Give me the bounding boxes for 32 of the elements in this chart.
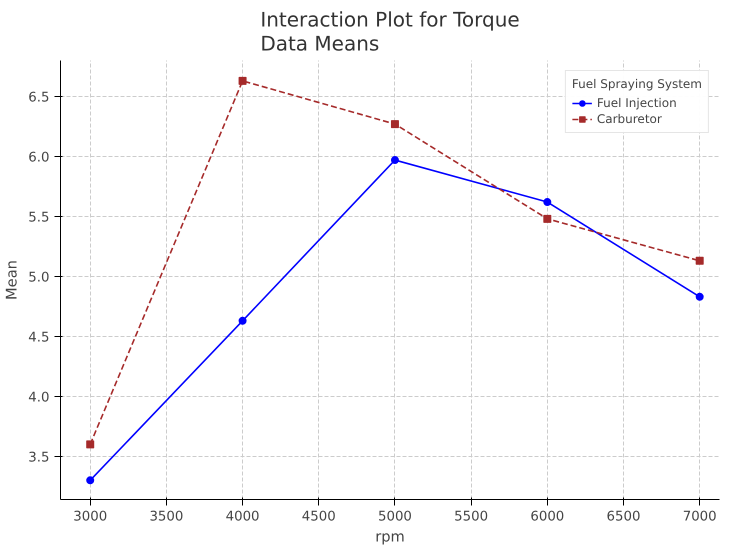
x-tick-label: 5500 <box>454 510 488 524</box>
x-tick-label: 3500 <box>149 510 184 524</box>
point <box>696 292 704 301</box>
y-axis-title: Mean <box>3 260 20 300</box>
legend-label: Carburetor <box>596 112 662 126</box>
y-tick-label: 5.0 <box>28 270 50 286</box>
x-tick-label: 3000 <box>73 510 108 524</box>
x-tick-label: 7000 <box>682 510 717 524</box>
y-tick-label: 3.5 <box>28 450 50 466</box>
y-tick-label: 4.5 <box>28 330 50 346</box>
point <box>696 256 704 265</box>
x-tick-label: 6500 <box>606 510 640 524</box>
x-tick-label: 4500 <box>302 510 336 524</box>
x-axis-title: rpm <box>375 528 405 546</box>
legend-title: Fuel Spraying System <box>572 77 702 91</box>
x-tick-label: 6000 <box>530 510 564 524</box>
point <box>238 76 247 85</box>
point <box>86 440 94 448</box>
x-tick-label: 4000 <box>226 510 260 524</box>
y-tick-label: 5.5 <box>28 210 50 226</box>
point <box>390 156 399 164</box>
x-tick-label: 5000 <box>378 510 412 524</box>
point <box>543 198 552 206</box>
point <box>543 214 552 223</box>
y-tick-label: 4.0 <box>28 390 50 406</box>
point <box>86 476 94 484</box>
y-tick-label: 6.5 <box>28 90 50 106</box>
legend-label: Fuel Injection <box>596 96 677 110</box>
point <box>238 316 247 325</box>
point <box>390 120 399 128</box>
y-tick-label: 6.0 <box>28 150 50 166</box>
chart-title: Interaction Plot for Torque Data Means <box>260 8 520 56</box>
